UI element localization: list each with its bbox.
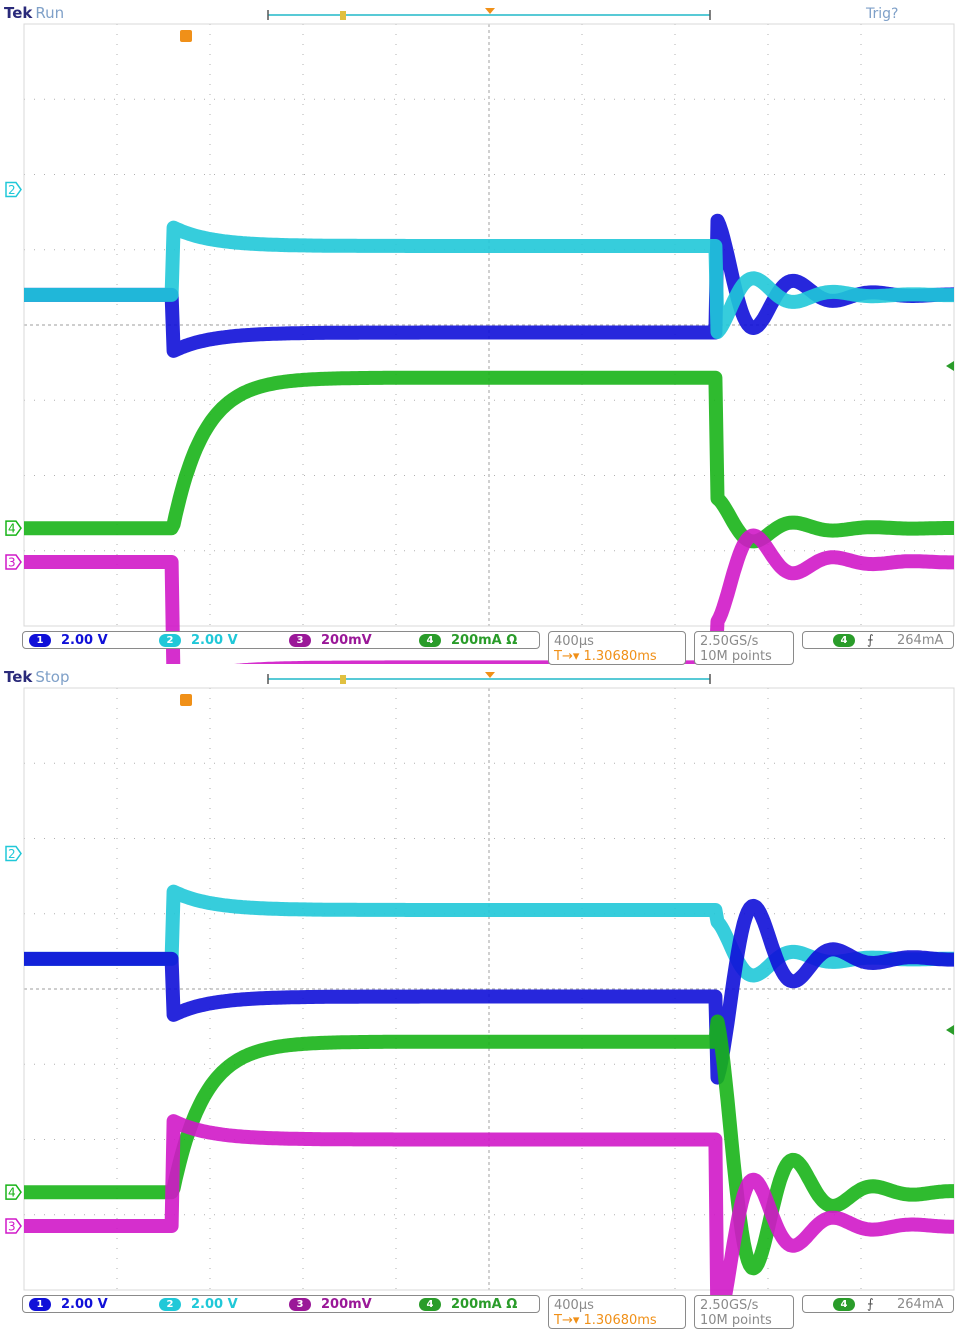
svg-text:3: 3 bbox=[8, 556, 16, 570]
ch4-marker: 4 bbox=[5, 520, 22, 536]
ch1-badge: 1 bbox=[29, 1298, 51, 1311]
ch3-scale: 200mV bbox=[321, 1297, 372, 1312]
brand-logo: Tek bbox=[4, 668, 33, 686]
trace-ch2 bbox=[19, 884, 959, 983]
svg-text:4: 4 bbox=[8, 1186, 16, 1200]
ch2-marker: 2 bbox=[5, 845, 22, 862]
ch2-marker: 2 bbox=[5, 181, 22, 198]
trigger-source-badge: 4 bbox=[833, 634, 855, 647]
rising-edge-icon: ⨍ bbox=[867, 633, 874, 648]
record-length: 10M points bbox=[700, 1313, 772, 1328]
timebase-readout[interactable]: 400µs T→▾ 1.30680ms bbox=[548, 631, 686, 665]
ch2-scale: 2.00 V bbox=[191, 633, 238, 648]
ch1-badge: 1 bbox=[29, 634, 51, 647]
ch4-badge: 4 bbox=[419, 634, 441, 647]
trigger-readout[interactable]: 4 ⨍ 264mA bbox=[802, 631, 954, 649]
ch3-scale: 200mV bbox=[321, 633, 372, 648]
trigger-level-marker bbox=[946, 1025, 954, 1035]
trigger-position-marker bbox=[180, 30, 192, 42]
brand-logo: Tek bbox=[4, 4, 33, 22]
ch4-scale: 200mA Ω bbox=[451, 633, 518, 648]
svg-text:4: 4 bbox=[8, 522, 16, 536]
trace-ch1 bbox=[19, 898, 959, 1085]
record-length: 10M points bbox=[700, 649, 772, 664]
graticule-border bbox=[23, 23, 955, 627]
ch3-badge: 3 bbox=[289, 1298, 311, 1311]
ch4-scale: 200mA Ω bbox=[451, 1297, 518, 1312]
svg-text:3: 3 bbox=[8, 1220, 16, 1234]
trigger-delay-icon: T→▾ bbox=[554, 649, 580, 664]
horizontal-delay: T→▾ 1.30680ms bbox=[554, 1313, 657, 1328]
trace-ch3 bbox=[19, 1114, 959, 1328]
trace-ch3 bbox=[19, 528, 959, 664]
horizontal-scale: 400µs bbox=[554, 1298, 594, 1313]
graticule bbox=[23, 23, 955, 627]
trigger-level: 264mA bbox=[897, 1297, 944, 1312]
timebase-readout[interactable]: 400µs T→▾ 1.30680ms bbox=[548, 1295, 686, 1329]
trigger-readout[interactable]: 4 ⨍ 264mA bbox=[802, 1295, 954, 1313]
trigger-delay-icon: T→▾ bbox=[554, 1313, 580, 1328]
rising-edge-icon: ⨍ bbox=[867, 1297, 874, 1312]
trigger-level-marker bbox=[946, 361, 954, 371]
ch2-badge: 2 bbox=[159, 634, 181, 647]
svg-text:2: 2 bbox=[8, 183, 16, 197]
ch2-scale: 2.00 V bbox=[191, 1297, 238, 1312]
channel-readout-bar: 1 2.00 V 2 2.00 V 3 200mV 4 200mA Ω bbox=[22, 631, 540, 649]
trigger-source-badge: 4 bbox=[833, 1298, 855, 1311]
acquisition-state: Run bbox=[35, 4, 65, 22]
scope-screen-bottom: 2 4 3 Tek Stop 1 2.00 V 2 2.00 V 3 200mV 4 … bbox=[0, 664, 960, 1329]
waveform-display-top: 2 4 3 bbox=[5, 8, 959, 664]
trigger-position-marker bbox=[180, 694, 192, 706]
channel-readout-bar: 1 2.00 V 2 2.00 V 3 200mV 4 200mA Ω bbox=[22, 1295, 540, 1313]
ch2-badge: 2 bbox=[159, 1298, 181, 1311]
scope-screen-top: 2 4 3 Tek Run Trig? 1 2.00 V 2 2.00 V 3 200… bbox=[0, 0, 960, 665]
ch1-scale: 2.00 V bbox=[61, 633, 108, 648]
horizontal-scale: 400µs bbox=[554, 634, 594, 649]
ch3-marker: 3 bbox=[5, 554, 22, 570]
trace-ch2 bbox=[19, 220, 959, 339]
sample-rate: 2.50GS/s bbox=[700, 634, 759, 649]
ch4-marker: 4 bbox=[5, 1184, 22, 1200]
ch3-badge: 3 bbox=[289, 634, 311, 647]
trigger-point-marker bbox=[340, 11, 346, 20]
trigger-status: Trig? bbox=[866, 6, 899, 22]
svg-text:2: 2 bbox=[8, 847, 16, 861]
graticule-border bbox=[23, 687, 955, 1291]
status-header: Tek Run bbox=[4, 4, 64, 22]
sample-rate: 2.50GS/s bbox=[700, 1298, 759, 1313]
trace-ch1 bbox=[19, 213, 959, 358]
sampling-readout[interactable]: 2.50GS/s 10M points bbox=[694, 631, 794, 665]
center-marker bbox=[485, 672, 495, 678]
status-header: Tek Stop bbox=[4, 668, 70, 686]
trace-ch4 bbox=[19, 370, 959, 549]
ch3-marker: 3 bbox=[5, 1218, 22, 1234]
center-marker bbox=[485, 8, 495, 14]
ch1-scale: 2.00 V bbox=[61, 1297, 108, 1312]
waveform-display-bottom: 2 4 3 bbox=[5, 672, 959, 1328]
acquisition-state: Stop bbox=[35, 668, 70, 686]
trigger-point-marker bbox=[340, 675, 346, 684]
ch4-badge: 4 bbox=[419, 1298, 441, 1311]
trigger-level: 264mA bbox=[897, 633, 944, 648]
horizontal-delay: T→▾ 1.30680ms bbox=[554, 649, 657, 664]
sampling-readout[interactable]: 2.50GS/s 10M points bbox=[694, 1295, 794, 1329]
